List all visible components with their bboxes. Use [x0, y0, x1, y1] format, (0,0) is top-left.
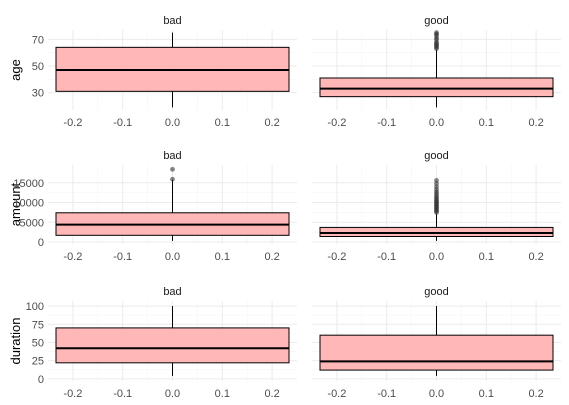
y-tick-label-duration: 0 [38, 374, 44, 386]
x-tick-label-age-good: 0.1 [479, 117, 494, 129]
x-tick-label-amount-good: 0.0 [429, 251, 444, 263]
x-tick-label-amount-bad: -0.1 [113, 251, 132, 263]
y-tick-label-duration: 75 [32, 319, 44, 331]
x-tick-label-duration-good: 0.2 [528, 388, 543, 400]
y-tick-label-age: 30 [32, 88, 44, 100]
x-tick-label-amount-bad: -0.2 [63, 251, 82, 263]
x-tick-label-duration-good: 0.0 [429, 388, 444, 400]
x-tick-label-age-bad: 0.1 [215, 117, 230, 129]
x-tick-label-age-good: -0.2 [327, 117, 346, 129]
x-tick-label-amount-bad: 0.0 [165, 251, 180, 263]
y-axis-label-duration: duration [8, 318, 23, 365]
outlier-point-amount-bad [170, 166, 175, 172]
x-tick-label-age-bad: -0.1 [113, 117, 132, 129]
y-tick-label-duration: 25 [32, 356, 44, 368]
x-tick-label-age-good: -0.1 [377, 117, 396, 129]
x-tick-label-age-bad: 0.0 [165, 117, 180, 129]
y-tick-label-amount: 0 [38, 237, 44, 249]
panel-title-amount-bad: bad [163, 150, 181, 162]
x-tick-label-amount-good: 0.2 [528, 251, 543, 263]
x-tick-label-amount-good: -0.2 [327, 251, 346, 263]
x-tick-label-age-good: 0.0 [429, 117, 444, 129]
x-tick-label-amount-bad: 0.1 [215, 251, 230, 263]
box-age-good [319, 77, 554, 98]
x-tick-label-amount-good: 0.1 [479, 251, 494, 263]
x-tick-label-duration-bad: 0.2 [264, 388, 279, 400]
outlier-point-amount-bad [170, 176, 175, 182]
x-tick-label-amount-bad: 0.2 [264, 251, 279, 263]
y-axis-label-age: age [8, 59, 23, 81]
panel-title-duration-good: good [424, 286, 448, 298]
box-duration-good [319, 334, 554, 371]
x-tick-label-age-good: 0.2 [528, 117, 543, 129]
box-duration-bad [55, 327, 290, 364]
x-tick-label-duration-bad: 0.1 [215, 388, 230, 400]
panel-title-duration-bad: bad [163, 286, 181, 298]
panel-title-age-bad: bad [163, 15, 181, 27]
x-tick-label-duration-bad: 0.0 [165, 388, 180, 400]
y-tick-label-amount: 15000 [13, 178, 44, 190]
x-tick-label-age-bad: -0.2 [63, 117, 82, 129]
y-axis-label-amount: amount [8, 182, 23, 226]
x-tick-label-duration-bad: -0.2 [63, 388, 82, 400]
y-tick-label-duration: 100 [26, 301, 44, 313]
outlier-point-amount-good [434, 178, 439, 183]
y-tick-label-age: 50 [32, 61, 44, 73]
panel-title-amount-good: good [424, 150, 448, 162]
x-tick-label-duration-bad: -0.1 [113, 388, 132, 400]
outlier-point-age-good [434, 30, 439, 36]
x-tick-label-age-bad: 0.2 [264, 117, 279, 129]
y-tick-label-amount: 5000 [20, 217, 44, 229]
panel-title-age-good: good [424, 15, 448, 27]
y-tick-label-duration: 50 [32, 337, 44, 349]
x-tick-label-duration-good: -0.2 [327, 388, 346, 400]
y-tick-label-amount: 10000 [13, 198, 44, 210]
x-tick-label-duration-good: 0.1 [479, 388, 494, 400]
y-tick-label-age: 70 [32, 34, 44, 46]
x-tick-label-amount-good: -0.1 [377, 251, 396, 263]
x-tick-label-duration-good: -0.1 [377, 388, 396, 400]
